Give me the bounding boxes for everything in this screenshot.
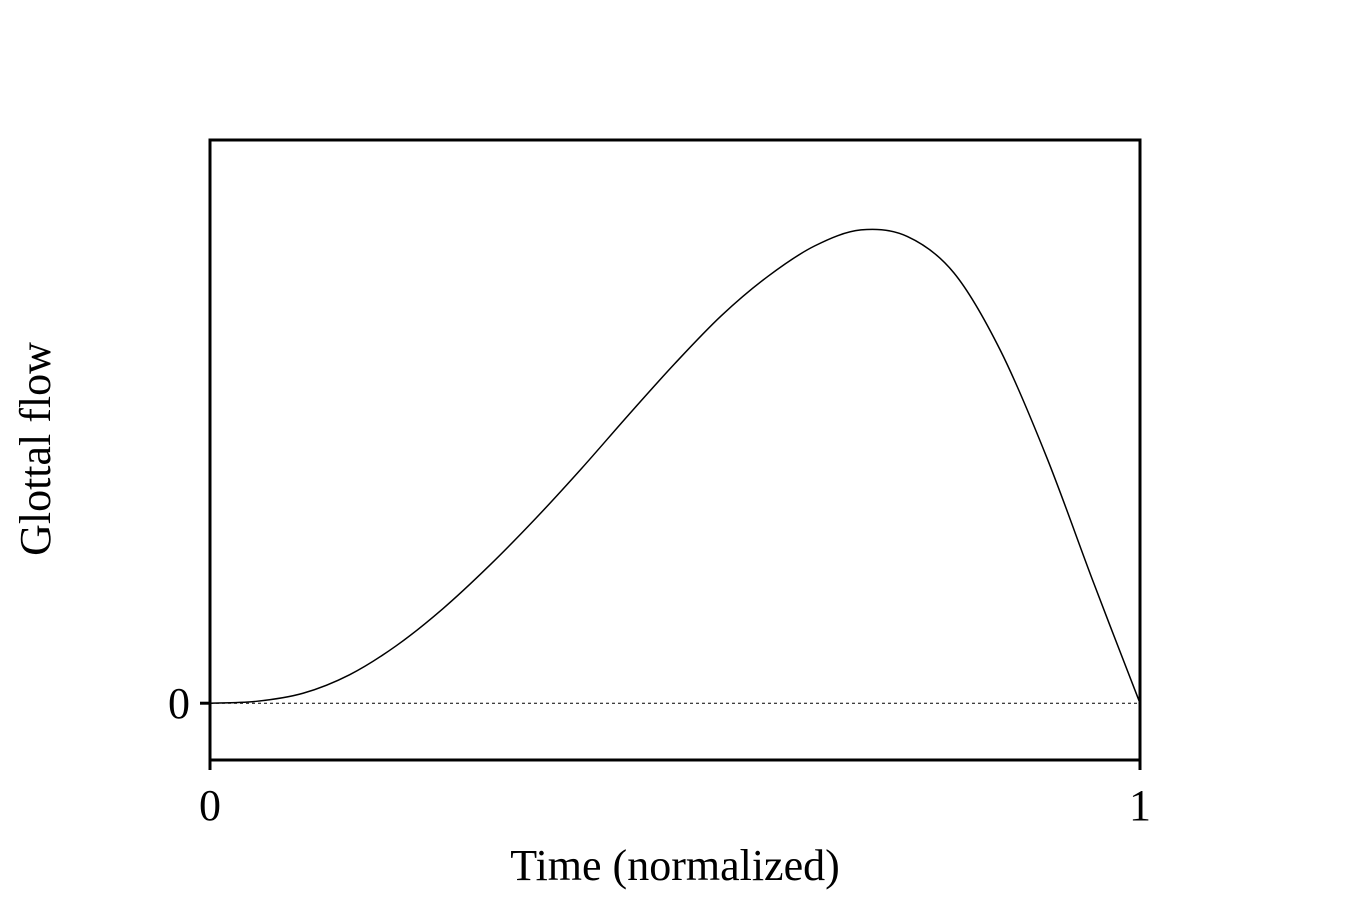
y-tick-label: 0: [168, 679, 190, 728]
axis-ticks: 0 1 0: [168, 679, 1151, 830]
plot-frame: [208, 138, 1142, 762]
y-axis-label: Glottal flow: [11, 342, 60, 556]
glottal-flow-series-line: [209, 228, 1141, 704]
x-tick-label: 1: [1129, 781, 1151, 830]
plot-area: [208, 138, 1142, 762]
x-tick-label: 0: [199, 781, 221, 830]
x-axis-label: Time (normalized): [510, 841, 840, 890]
